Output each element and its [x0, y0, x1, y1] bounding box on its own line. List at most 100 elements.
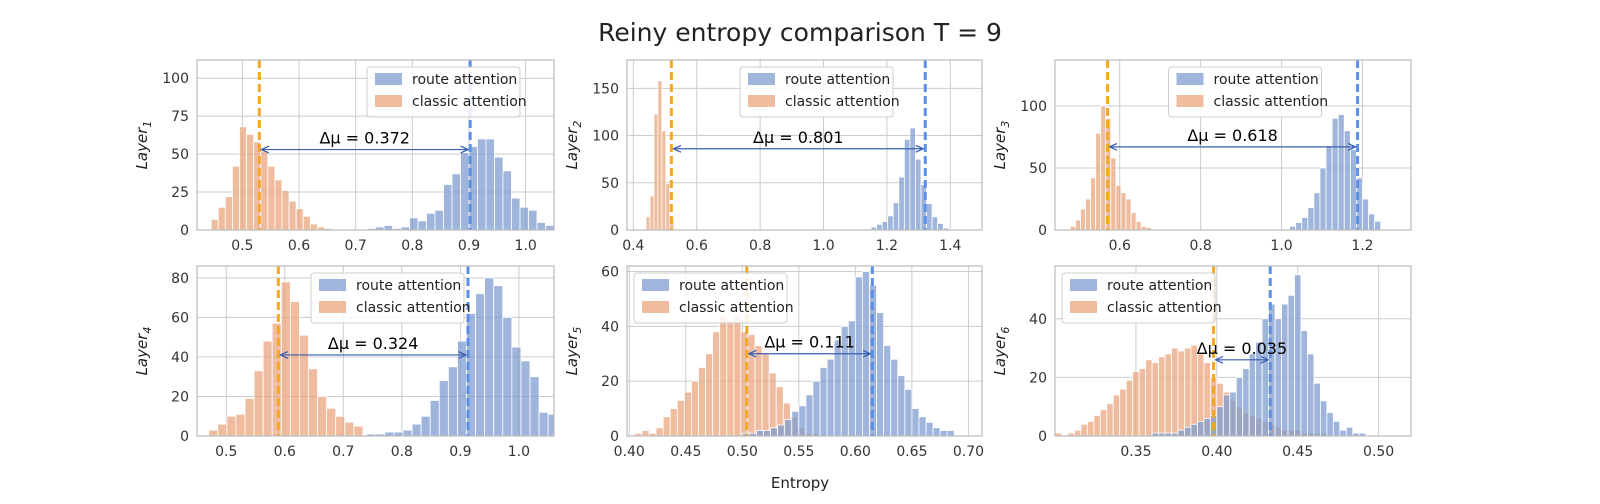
bar-route — [937, 222, 944, 230]
bar-route — [429, 400, 440, 436]
delta-label: Δμ = 0.801 — [753, 128, 844, 147]
bar-classic — [335, 415, 346, 436]
bars-layer-2 — [645, 80, 955, 230]
bar-classic — [1138, 368, 1147, 436]
bar-route — [477, 138, 487, 230]
bar-route — [538, 411, 549, 436]
bar-classic — [224, 196, 233, 230]
y-axis-label: Layer6 — [991, 327, 1012, 376]
bar-route — [1287, 294, 1295, 436]
x-tick-label: 0.50 — [727, 444, 758, 460]
bar-classic — [641, 430, 650, 436]
bar-classic — [288, 200, 297, 230]
bar-classic — [324, 228, 332, 230]
bar-classic — [768, 372, 777, 436]
bar-route — [833, 339, 842, 436]
bar-route — [1177, 429, 1185, 436]
bar-classic — [740, 331, 749, 436]
bar-route — [791, 410, 800, 436]
y-tick-label: 75 — [171, 109, 189, 125]
x-tick-label: 0.70 — [953, 444, 984, 460]
x-tick-label: 0.8 — [749, 238, 771, 254]
x-tick-label: 0.4 — [622, 238, 644, 254]
legend-label-classic: classic attention — [1107, 300, 1222, 316]
legend-swatch-route — [748, 73, 775, 85]
x-tick-label: 0.55 — [783, 444, 814, 460]
bar-route — [890, 358, 899, 436]
bar-classic — [1151, 362, 1159, 436]
bar-route — [805, 394, 814, 436]
bar-classic — [1090, 177, 1097, 230]
legend-swatch-route — [1176, 73, 1204, 85]
x-tick-label: 0.45 — [1282, 444, 1313, 460]
bar-classic — [253, 370, 264, 436]
bar-classic — [676, 399, 685, 436]
x-tick-label: 0.6 — [1109, 238, 1131, 254]
x-tick-label: 1.2 — [876, 238, 898, 254]
bar-route — [819, 367, 828, 436]
y-tick-label: 60 — [171, 310, 189, 326]
bar-classic — [1119, 388, 1127, 436]
bar-classic — [683, 391, 692, 436]
bar-route — [892, 202, 900, 230]
bar-route — [1301, 217, 1309, 230]
bar-route — [1300, 330, 1308, 436]
bar-route — [1222, 394, 1231, 436]
bar-route — [887, 215, 894, 230]
y-label-base: Layer — [991, 127, 1009, 170]
y-tick-label: 60 — [601, 264, 619, 280]
legend-label-classic: classic attention — [679, 300, 794, 316]
bar-route — [1325, 145, 1333, 230]
bar-classic — [747, 334, 756, 436]
legend: route attention classic attention — [366, 66, 527, 118]
legend-swatch-classic — [748, 95, 775, 107]
bar-classic — [289, 301, 300, 436]
bar-classic — [1145, 359, 1153, 436]
x-tick-label: 1.0 — [508, 444, 530, 460]
bar-route — [1197, 420, 1205, 436]
axes-frame — [1054, 265, 1412, 437]
y-tick-label: 50 — [171, 147, 189, 163]
y-tick-label: 80 — [171, 271, 189, 287]
legend-box — [739, 66, 894, 118]
bar-classic — [726, 320, 735, 436]
bar-route — [1358, 432, 1367, 436]
legend-swatch-route — [375, 73, 402, 85]
bar-classic — [1093, 415, 1101, 436]
x-tick-label: 0.40 — [614, 444, 645, 460]
bar-route — [1294, 274, 1302, 436]
bar-route — [770, 427, 779, 436]
legend-swatch-route — [642, 279, 669, 291]
bar-classic — [1125, 198, 1132, 230]
bar-classic — [754, 345, 763, 436]
bars-layer-1 — [210, 126, 554, 230]
bar-route — [511, 197, 521, 230]
bar-route — [1216, 406, 1224, 436]
legend: route attention classic attention — [739, 66, 900, 118]
bar-route — [484, 277, 495, 436]
x-tick-label: 0.6 — [686, 238, 708, 254]
bar-route — [784, 419, 793, 436]
bar-route — [420, 415, 431, 436]
bar-route — [939, 430, 948, 436]
axes-frame — [626, 265, 983, 437]
bar-route — [946, 430, 955, 436]
bar-route — [918, 416, 927, 436]
panel-layer-2: Δμ = 0.801 0.4 0.6 0.8 1.0 1.2 1.4 0 50 100 150 Lay… — [563, 59, 983, 254]
legend-swatch-route — [1070, 279, 1097, 291]
legend-label-classic: classic attention — [356, 300, 471, 316]
legend-label-route: route attention — [412, 72, 517, 88]
bar-classic — [661, 130, 667, 230]
bar-route — [1374, 220, 1382, 230]
x-tick-label: 0.65 — [896, 444, 927, 460]
bar-classic — [1132, 371, 1140, 436]
bar-route — [931, 216, 939, 230]
y-axis-label: Layer2 — [563, 121, 584, 170]
bar-classic — [226, 415, 237, 436]
bar-route — [915, 158, 922, 230]
bar-route — [447, 366, 458, 436]
y-tick-label: 40 — [601, 319, 619, 335]
bar-classic — [1112, 394, 1121, 436]
bar-route — [529, 376, 540, 436]
x-tick-label: 1.2 — [1351, 238, 1373, 254]
